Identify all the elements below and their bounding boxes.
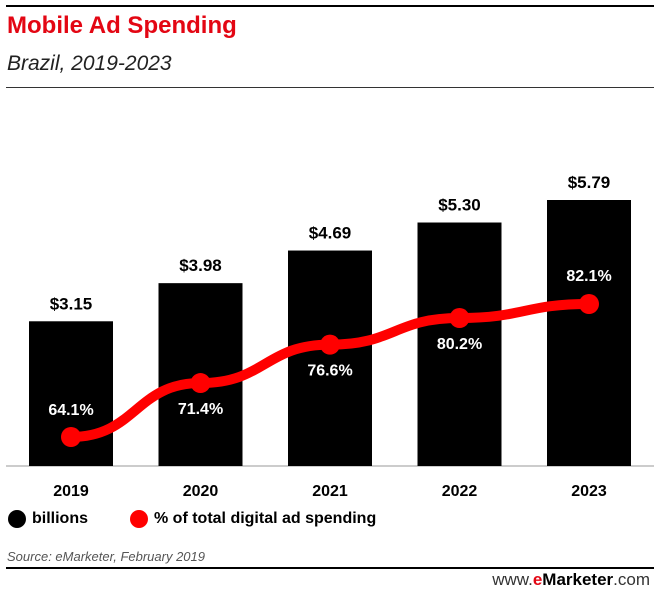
brand-logo: www.eMarketer.com <box>492 570 650 590</box>
legend-item-billions: billions <box>8 510 88 528</box>
x-tick-label-2019: 2019 <box>53 483 89 500</box>
source-note: Source: eMarketer, February 2019 <box>7 549 205 564</box>
brand-e: e <box>532 570 543 589</box>
share-point-2022 <box>449 308 470 329</box>
brand-name: Marketer <box>542 570 614 589</box>
share-value-label-2022: 80.2% <box>437 336 482 353</box>
footer-rule <box>6 567 654 569</box>
share-point-2023 <box>579 294 599 314</box>
brand-prefix: www. <box>492 570 533 589</box>
legend-label-billions: billions <box>32 510 88 527</box>
share-point-2021 <box>320 334 340 355</box>
x-tick-label-2021: 2021 <box>312 483 348 500</box>
chart-title: Mobile Ad Spending <box>7 12 237 39</box>
top-rule <box>6 5 654 7</box>
share-value-label-2023: 82.1% <box>566 268 611 285</box>
share-value-label-2019: 64.1% <box>48 402 93 419</box>
legend-label-share: % of total digital ad spending <box>154 510 377 527</box>
share-value-label-2020: 71.4% <box>178 401 223 418</box>
share-value-label-2021: 76.6% <box>307 363 352 380</box>
x-tick-label-2023: 2023 <box>571 483 607 500</box>
legend-swatch-billions <box>8 510 26 528</box>
bar-value-label-2023: $5.79 <box>568 173 611 192</box>
legend-swatch-share <box>130 510 148 528</box>
brand-suffix: .com <box>613 570 650 589</box>
share-point-2019 <box>61 427 81 447</box>
bar-value-label-2022: $5.30 <box>438 196 481 215</box>
x-tick-label-2022: 2022 <box>442 483 478 500</box>
legend-item-share: % of total digital ad spending <box>130 510 376 528</box>
bar-value-label-2021: $4.69 <box>309 224 352 243</box>
subtitle-rule <box>6 87 654 88</box>
bar-value-label-2019: $3.15 <box>50 294 93 313</box>
bar-2022 <box>417 222 502 466</box>
x-tick-label-2020: 2020 <box>183 483 219 500</box>
bar-2021 <box>288 250 372 466</box>
share-point-2020 <box>190 373 211 394</box>
bar-value-label-2020: $3.98 <box>179 256 222 275</box>
chart-svg: $3.15 2019 $3.98 2020 $4.69 2021 $5.30 2022 $5.7… <box>6 173 654 500</box>
chart-subtitle: Brazil, 2019-2023 <box>7 52 172 75</box>
bar-2023 <box>547 200 631 466</box>
